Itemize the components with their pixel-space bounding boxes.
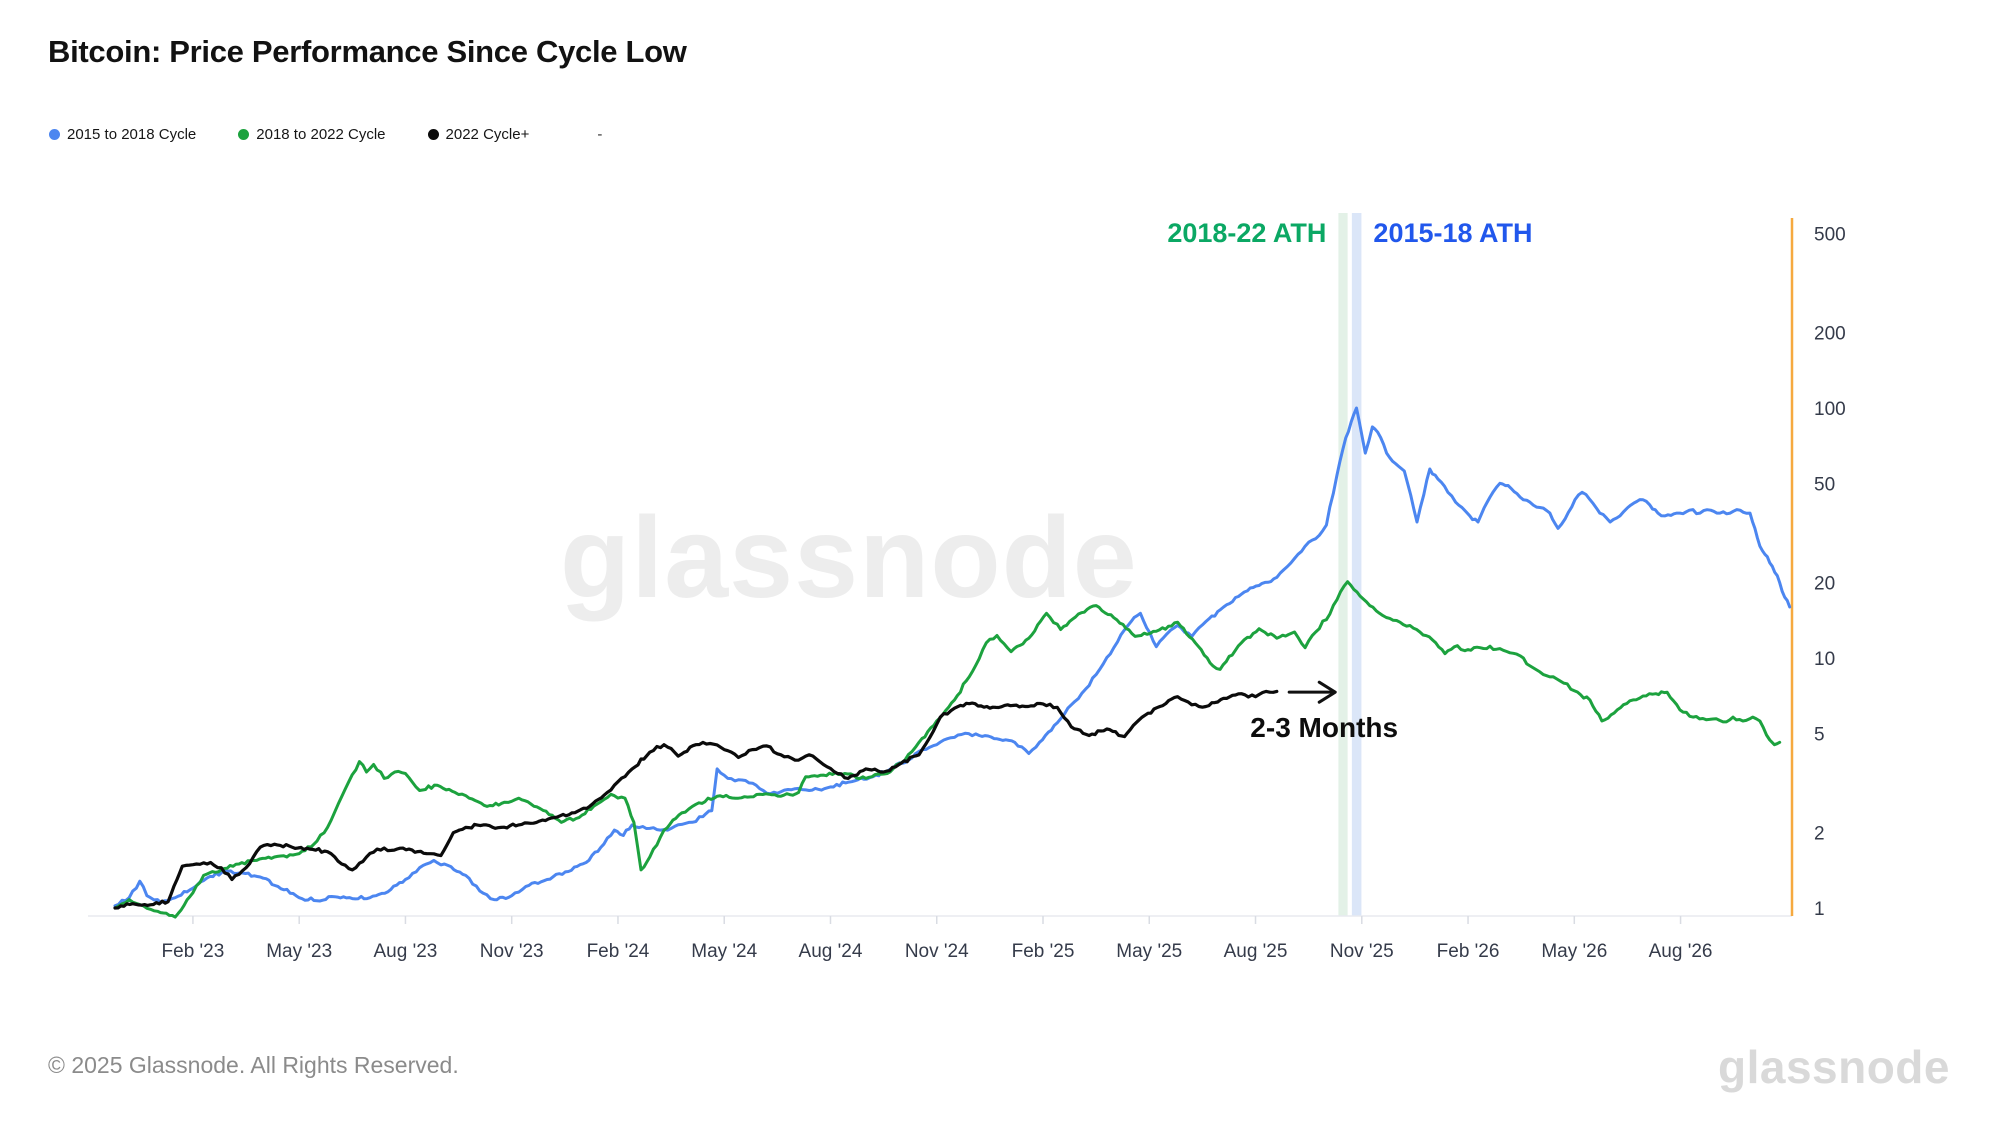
- x-tick-label: Aug '25: [1224, 941, 1288, 962]
- x-tick-label: Feb '26: [1437, 941, 1500, 962]
- legend-dot-black-icon: [427, 129, 439, 140]
- series-2022-plus: [113, 689, 1279, 910]
- x-tick-label: Aug '24: [799, 941, 863, 962]
- y-tick-label: 2: [1814, 824, 1825, 845]
- x-tick-label: Nov '25: [1330, 941, 1394, 962]
- legend-item-2022-cycle[interactable]: 2022 Cycle+: [427, 126, 530, 143]
- x-tick-label: Aug '26: [1649, 941, 1713, 962]
- glassnode-watermark: glassnode: [560, 494, 1138, 622]
- y-tick-label: 10: [1814, 649, 1835, 670]
- y-tick-label: 50: [1814, 474, 1835, 495]
- y-tick-label: 100: [1814, 399, 1846, 420]
- glassnode-logo: glassnode: [1717, 1041, 1950, 1093]
- copyright-text: © 2025 Glassnode. All Rights Reserved.: [48, 1052, 459, 1078]
- y-tick-label: 500: [1814, 224, 1846, 245]
- y-tick-label: 200: [1814, 324, 1846, 345]
- x-tick-label: May '26: [1541, 941, 1607, 962]
- page-title: Bitcoin: Price Performance Since Cycle L…: [48, 34, 687, 69]
- ath-2018-22-label: 2018-22 ATH: [1167, 218, 1326, 248]
- legend-item-2018-2022[interactable]: 2018 to 2022 Cycle: [238, 126, 386, 143]
- x-tick-label: Nov '23: [480, 941, 544, 962]
- x-tick-label: Nov '24: [905, 941, 969, 962]
- x-tick-label: May '23: [266, 941, 332, 962]
- legend-dot-green-icon: [238, 129, 250, 140]
- y-tick-label: 20: [1814, 574, 1835, 595]
- legend-extra-dash: -: [597, 126, 603, 143]
- x-tick-label: Feb '23: [162, 941, 225, 962]
- ath-band: [1351, 213, 1362, 916]
- x-tick-label: May '25: [1116, 941, 1182, 962]
- arrow-head-icon: [1317, 680, 1337, 704]
- ath-2015-18-label: 2015-18 ATH: [1373, 218, 1532, 248]
- legend-label: 2018 to 2022 Cycle: [256, 126, 386, 143]
- series-2015-2018: [113, 406, 1792, 908]
- arrow-label: 2-3 Months: [1250, 712, 1398, 743]
- legend-item-2015-2018[interactable]: 2015 to 2018 Cycle: [49, 126, 196, 143]
- x-tick-label: Feb '25: [1012, 941, 1075, 962]
- legend-label: 2015 to 2018 Cycle: [67, 126, 197, 143]
- chart-legend: 2015 to 2018 Cycle 2018 to 2022 Cycle 20…: [49, 126, 602, 143]
- x-tick-label: Feb '24: [587, 941, 650, 962]
- y-tick-label: 1: [1814, 899, 1825, 920]
- x-tick-label: Aug '23: [374, 941, 438, 962]
- legend-dot-blue-icon: [49, 129, 60, 140]
- y-tick-label: 5: [1814, 724, 1825, 745]
- ath-band: [1338, 213, 1348, 916]
- x-tick-label: May '24: [691, 941, 757, 962]
- series-2018-2022: [113, 580, 1782, 919]
- legend-label: 2022 Cycle+: [445, 126, 530, 143]
